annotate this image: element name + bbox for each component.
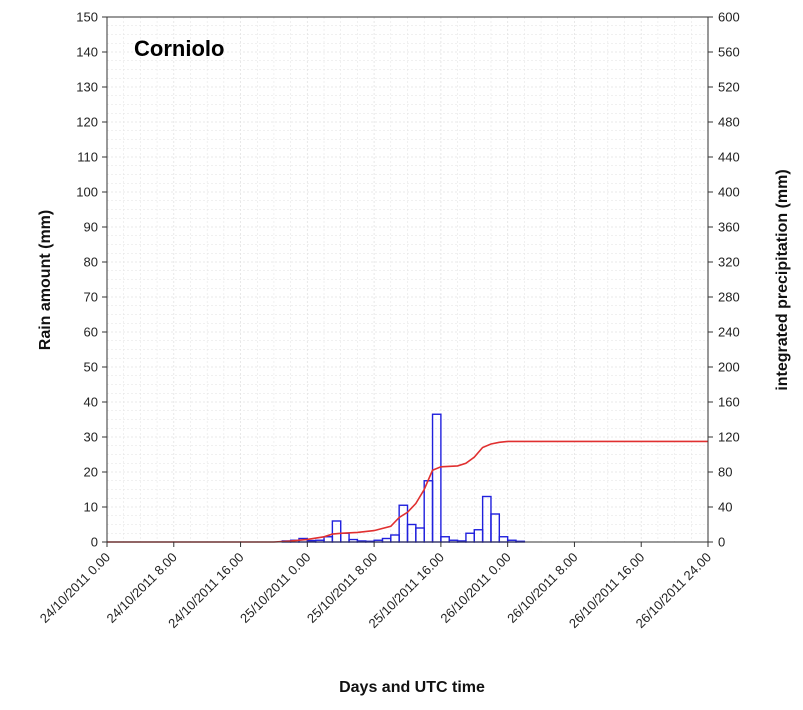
rain-bar (473, 529, 484, 543)
y2-tick-label: 520 (718, 80, 740, 95)
y2-tick-label: 120 (718, 430, 740, 445)
y-tick-label: 110 (77, 150, 98, 165)
y-axis-right-ticks: 0 40 80 120 160 200 240 280 320 360 400 440 480 520 56… (708, 10, 740, 550)
rain-bar (398, 504, 409, 543)
x-tick-label: 25/10/2011 0.00 (237, 550, 313, 626)
rain-bar (490, 513, 501, 543)
x-tick-label: 24/10/2011 0.00 (37, 550, 113, 626)
grid-layer (106, 16, 709, 543)
rain-bar (440, 536, 450, 543)
y-axis-left-ticks: 0 10 20 30 40 50 60 70 80 90 100 110 120 130 140 150 (76, 10, 107, 550)
y2-tick-label: 200 (718, 360, 740, 375)
rain-bar (340, 532, 350, 543)
y2-tick-label: 80 (718, 465, 732, 480)
y-tick-label: 0 (91, 535, 98, 550)
y2-tick-label: 480 (718, 115, 740, 130)
y2-tick-label: 320 (718, 255, 740, 270)
y-tick-label: 40 (84, 395, 98, 410)
y2-tick-label: 280 (718, 290, 740, 305)
x-tick-label: 24/10/2011 8.00 (104, 550, 180, 626)
y2-tick-label: 360 (718, 220, 740, 235)
y-tick-label: 60 (84, 325, 98, 340)
line-layer (107, 440, 708, 543)
y2-tick-label: 440 (718, 150, 740, 165)
chart-title: Corniolo (134, 36, 224, 61)
y2-tick-label: 240 (718, 325, 740, 340)
y-axis-left-title: Rain amount (mm) (37, 210, 54, 350)
y-tick-label: 10 (84, 500, 98, 515)
rain-bar (431, 413, 442, 543)
y-tick-label: 130 (76, 80, 98, 95)
integrated-precipitation-line (107, 440, 708, 543)
rain-bar (465, 532, 475, 543)
y2-tick-label: 560 (718, 45, 740, 60)
y-tick-label: 90 (84, 220, 98, 235)
y-tick-label: 50 (84, 360, 98, 375)
x-tick-label: 26/10/2011 0.00 (437, 550, 513, 626)
y-tick-label: 80 (84, 255, 98, 270)
y2-tick-label: 0 (718, 535, 725, 550)
y-axis-right-title: integrated precipitation (mm) (774, 169, 791, 390)
y-tick-label: 120 (76, 115, 98, 130)
rain-bar (498, 536, 509, 543)
x-axis-title: Days and UTC time (339, 679, 485, 696)
rain-bar (415, 527, 425, 543)
rain-bar (323, 536, 334, 543)
y-tick-label: 100 (76, 185, 98, 200)
rain-bar (390, 534, 400, 543)
rain-bar (423, 480, 434, 543)
y2-tick-label: 400 (718, 185, 740, 200)
x-tick-label: 26/10/2011 8.00 (504, 550, 580, 626)
y2-tick-label: 40 (718, 500, 732, 515)
x-tick-label: 25/10/2011 8.00 (304, 550, 380, 626)
rain-bar (481, 495, 492, 543)
y-tick-label: 30 (84, 430, 98, 445)
y2-tick-label: 600 (718, 10, 740, 25)
y-tick-label: 70 (84, 290, 98, 305)
y-tick-label: 140 (76, 45, 98, 60)
y-tick-label: 20 (84, 465, 98, 480)
rain-bar (331, 520, 342, 543)
rain-bar (381, 537, 392, 543)
plot-frame (106, 16, 709, 543)
bars-layer (281, 413, 526, 543)
y-tick-label: 150 (76, 10, 98, 25)
y2-tick-label: 160 (718, 395, 740, 410)
